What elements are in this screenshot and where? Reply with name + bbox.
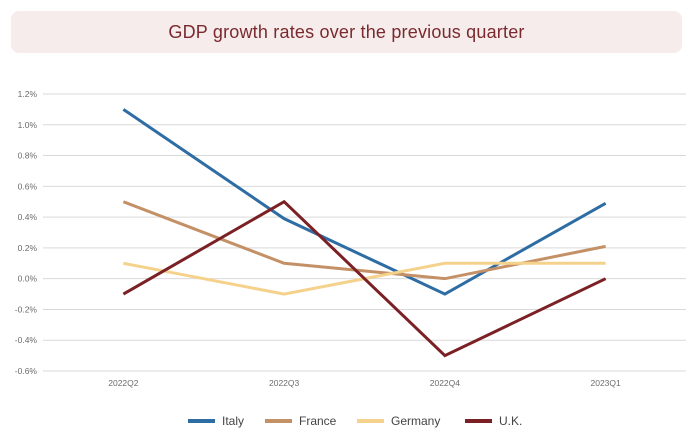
y-tick-label: 0.8%	[18, 151, 38, 161]
grid-lines	[43, 93, 686, 372]
y-tick-label: -0.6%	[15, 366, 38, 376]
series-line-uk	[122, 199, 607, 358]
x-axis-ticks: 2022Q2 2022Q3 2022Q4 2023Q1	[108, 378, 621, 388]
y-axis-ticks: -0.6% -0.4% -0.2% 0.0% 0.2% 0.4% 0.6% 0.8% 1.0% 1…	[15, 89, 38, 376]
y-tick-label: -0.4%	[15, 335, 38, 345]
chart-title: GDP growth rates over the previous quart…	[168, 21, 525, 42]
y-tick-label: 1.2%	[18, 89, 38, 99]
legend-label: Italy	[222, 414, 244, 428]
y-tick-label: -0.2%	[15, 304, 38, 314]
y-tick-label: 0.0%	[18, 274, 38, 284]
x-tick-label: 2022Q2	[108, 378, 139, 388]
x-tick-label: 2023Q1	[591, 378, 622, 388]
y-tick-label: 0.2%	[18, 243, 38, 253]
y-tick-label: 0.4%	[18, 212, 38, 222]
x-tick-label: 2022Q3	[269, 378, 300, 388]
series-line-france	[122, 200, 606, 281]
chart-title-banner: GDP growth rates over the previous quart…	[11, 11, 682, 53]
legend: Italy France Germany U.K.	[188, 414, 522, 428]
y-tick-label: 0.6%	[18, 181, 38, 191]
legend-label: U.K.	[499, 414, 522, 428]
y-tick-label: 1.0%	[18, 120, 38, 130]
x-tick-label: 2022Q4	[430, 378, 461, 388]
legend-label: France	[299, 414, 337, 428]
series-lines	[122, 108, 607, 358]
legend-label: Germany	[391, 414, 440, 428]
series-line-italy	[122, 108, 607, 296]
